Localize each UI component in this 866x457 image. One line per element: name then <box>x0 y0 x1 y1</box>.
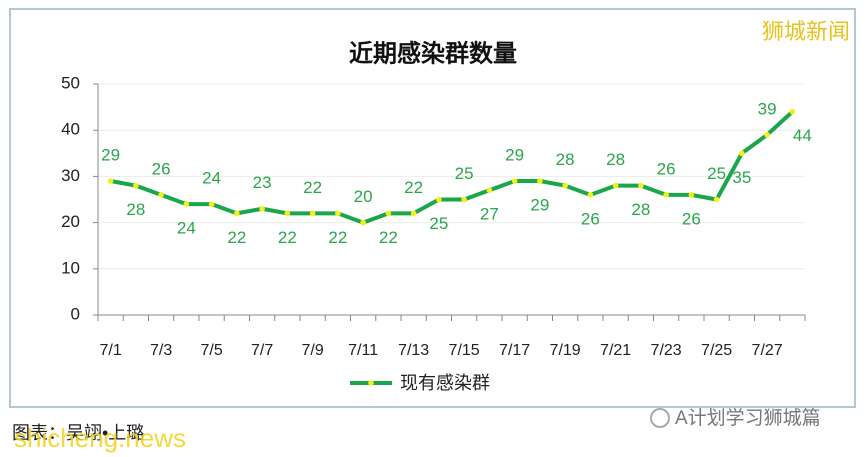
source: 图表：吴翊•上璐 <box>12 423 144 443</box>
legend-label: 现有感染群 <box>400 373 490 393</box>
data-label: 20 <box>354 187 373 206</box>
x-tick-label: 7/27 <box>752 342 783 359</box>
data-label: 25 <box>707 164 726 183</box>
data-label: 26 <box>682 209 701 228</box>
marker <box>739 150 745 157</box>
marker <box>410 210 417 217</box>
x-tick-label: 7/13 <box>398 342 429 359</box>
data-label: 29 <box>505 146 524 165</box>
account-name: A计划学习狮城篇 <box>675 407 821 429</box>
x-tick-label: 7/25 <box>701 342 732 359</box>
x-tick-label: 7/17 <box>499 342 530 359</box>
data-label: 25 <box>455 164 474 183</box>
marker <box>638 182 644 189</box>
data-label: 26 <box>657 159 676 178</box>
y-tick-label: 50 <box>61 73 80 92</box>
data-label: 25 <box>429 214 448 233</box>
marker <box>284 210 291 217</box>
data-label: 22 <box>328 228 347 247</box>
data-label: 29 <box>530 196 549 215</box>
marker <box>360 219 366 226</box>
series-line <box>110 110 794 225</box>
x-tick-label: 7/1 <box>100 342 122 359</box>
marker <box>688 192 695 198</box>
data-label: 24 <box>202 169 221 188</box>
marker <box>612 182 619 189</box>
data-label: 22 <box>278 228 297 247</box>
marker <box>259 205 265 212</box>
data-label: 28 <box>556 150 575 169</box>
marker <box>234 210 240 217</box>
marker <box>562 182 568 189</box>
y-tick-label: 0 <box>71 304 80 323</box>
data-label: 22 <box>227 228 246 247</box>
y-tick-label: 30 <box>61 166 80 185</box>
data-label: 28 <box>126 200 145 219</box>
y-tick-label: 40 <box>61 120 80 139</box>
data-label: 39 <box>758 99 777 118</box>
data-label: 35 <box>732 168 751 187</box>
account-icon <box>650 408 670 428</box>
y-tick-label: 20 <box>61 212 80 231</box>
data-label: 44 <box>793 126 812 145</box>
data-label: 27 <box>480 205 499 224</box>
data-label: 29 <box>101 146 120 165</box>
data-label: 26 <box>152 159 171 178</box>
marker <box>663 192 669 198</box>
data-label: 26 <box>581 209 600 228</box>
y-tick-label: 10 <box>61 258 80 277</box>
marker <box>385 210 392 217</box>
x-tick-label: 7/21 <box>600 342 631 359</box>
data-label: 23 <box>253 173 272 192</box>
x-tick-label: 7/5 <box>201 342 223 359</box>
data-label: 22 <box>404 178 423 197</box>
marker <box>158 192 164 198</box>
data-label: 28 <box>631 200 650 219</box>
marker <box>713 196 720 203</box>
legend-marker <box>368 380 374 386</box>
x-tick-label: 7/15 <box>449 342 480 359</box>
chart-title: 近期感染群数量 <box>349 39 517 67</box>
site-watermark: shicheng.news <box>14 423 186 453</box>
marker <box>486 187 493 194</box>
data-label: 22 <box>379 228 398 247</box>
marker <box>461 196 467 203</box>
marker <box>789 108 796 115</box>
x-tick-label: 7/7 <box>251 342 273 359</box>
marker <box>335 210 341 217</box>
x-tick-label: 7/9 <box>302 342 324 359</box>
x-tick-label: 7/19 <box>550 342 581 359</box>
data-label: 28 <box>606 150 625 169</box>
marker <box>537 178 543 184</box>
marker <box>511 178 518 184</box>
marker <box>183 201 190 207</box>
marker <box>208 201 215 207</box>
data-label: 24 <box>177 219 196 238</box>
chart-frame <box>9 8 856 408</box>
marker <box>133 182 139 189</box>
marker <box>587 192 594 198</box>
watermark: 狮城新闻 <box>762 19 850 44</box>
marker <box>436 196 442 203</box>
x-tick-label: 7/3 <box>150 342 172 359</box>
data-label: 22 <box>303 178 322 197</box>
marker <box>107 178 114 184</box>
x-tick-label: 7/23 <box>651 342 682 359</box>
marker <box>764 132 770 138</box>
x-tick-label: 7/11 <box>348 342 378 359</box>
marker <box>309 210 316 217</box>
